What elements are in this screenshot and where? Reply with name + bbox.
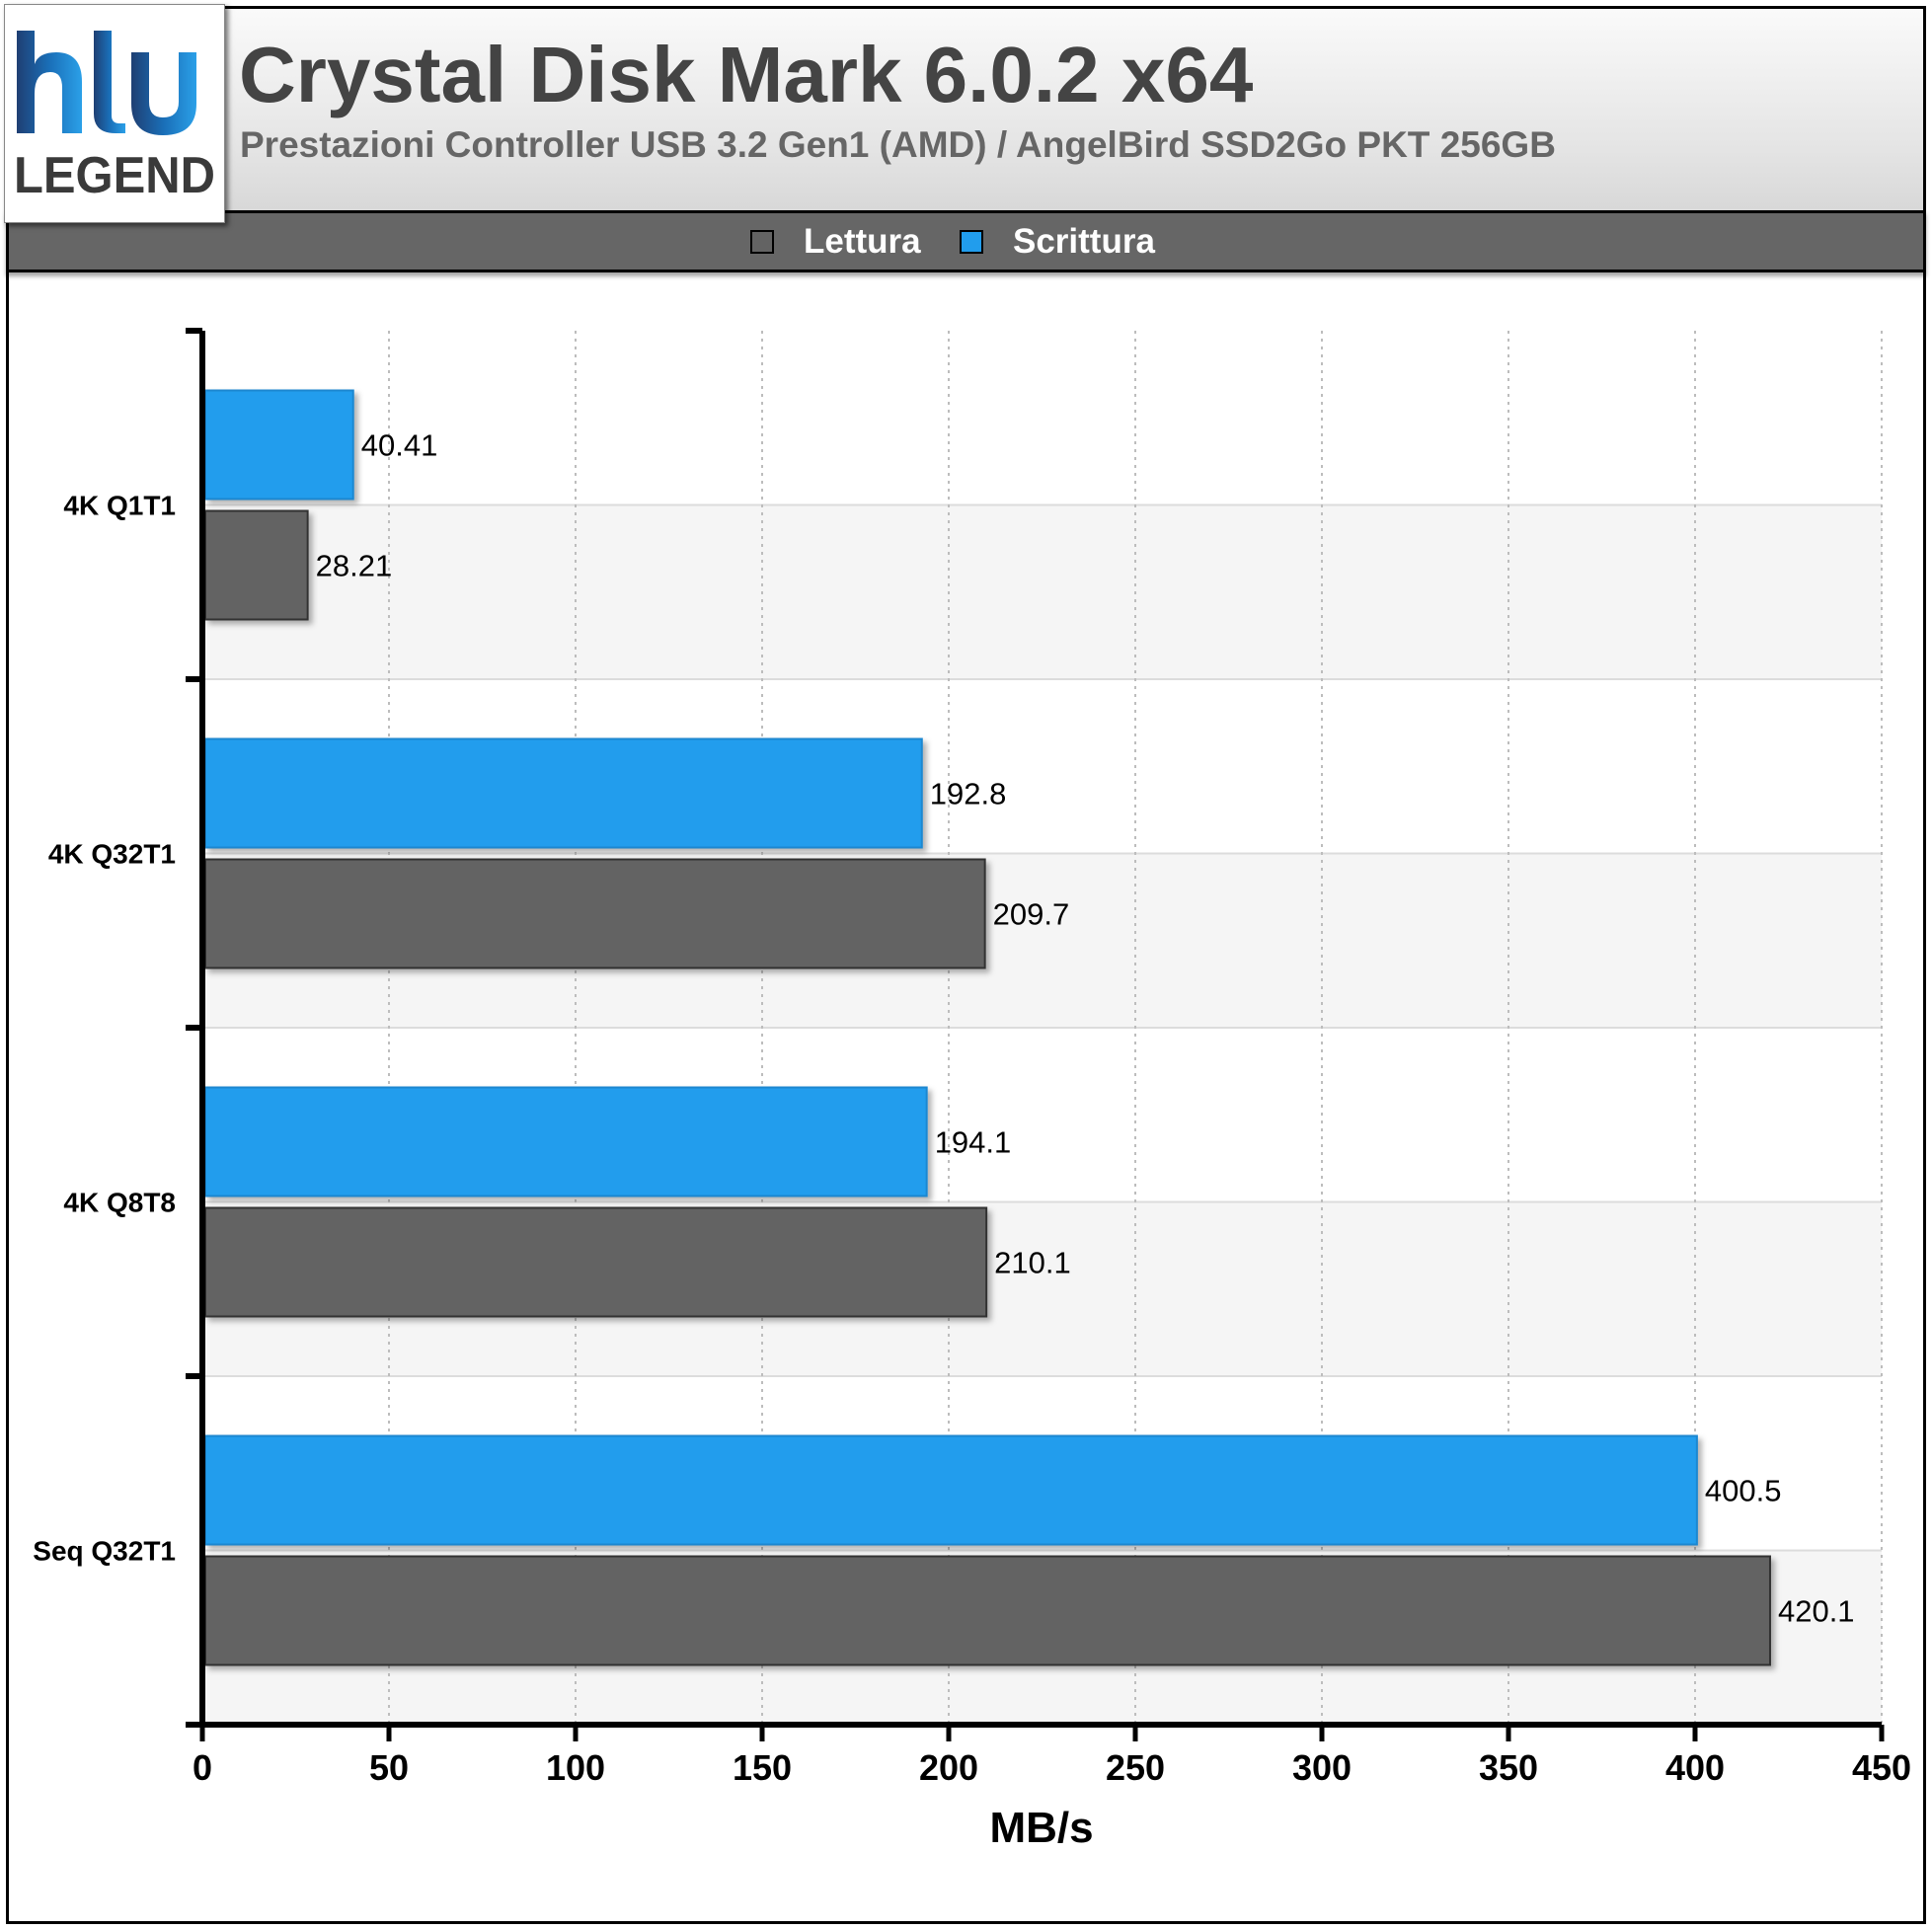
data-label-lettura: 28.21 — [316, 549, 393, 583]
bar-scrittura — [204, 389, 354, 501]
x-tick-label: 450 — [1852, 1747, 1911, 1788]
bar-scrittura — [204, 1434, 1698, 1546]
bar-lettura — [204, 509, 309, 621]
brand-logo: LEGEND — [4, 4, 225, 223]
x-tick-label: 0 — [193, 1747, 212, 1788]
x-tick-label: 100 — [546, 1747, 605, 1788]
x-tick-label: 300 — [1292, 1747, 1352, 1788]
bar-lettura — [204, 1206, 988, 1318]
legend-label-scrittura: Scrittura — [1013, 222, 1155, 261]
chart-subtitle: Prestazioni Controller USB 3.2 Gen1 (AMD… — [240, 124, 1556, 165]
x-tick-label: 200 — [919, 1747, 978, 1788]
category-label: 4K Q1T1 — [63, 491, 176, 521]
category-label: 4K Q8T8 — [63, 1188, 176, 1218]
legend-item-lettura: Lettura — [750, 221, 921, 263]
chart-header — [6, 6, 1926, 210]
x-tick-label: 350 — [1479, 1747, 1538, 1788]
data-label-lettura: 210.1 — [994, 1246, 1071, 1280]
chart-title: Crystal Disk Mark 6.0.2 x64 — [239, 31, 1254, 118]
data-label-lettura: 209.7 — [993, 897, 1070, 932]
data-label-lettura: 420.1 — [1778, 1594, 1855, 1629]
brand-logo-icon: LEGEND — [14, 31, 215, 204]
x-tick-label: 150 — [733, 1747, 792, 1788]
legend-item-scrittura: Scrittura — [960, 221, 1155, 263]
background-stripe — [202, 504, 1882, 679]
logo-text: LEGEND — [14, 147, 215, 204]
category-label: 4K Q32T1 — [48, 839, 176, 870]
legend-swatch-lettura — [750, 230, 774, 254]
bar-scrittura — [204, 737, 923, 849]
data-label-scrittura: 40.41 — [361, 428, 438, 463]
data-label-scrittura: 192.8 — [930, 777, 1007, 811]
category-label: Seq Q32T1 — [33, 1536, 176, 1567]
bar-lettura — [204, 1555, 1771, 1666]
legend-label-lettura: Lettura — [804, 222, 921, 261]
data-label-scrittura: 400.5 — [1705, 1474, 1782, 1508]
x-axis-title: MB/s — [989, 1804, 1093, 1852]
x-tick-label: 250 — [1106, 1747, 1165, 1788]
bar-lettura — [204, 858, 986, 969]
x-tick-label: 50 — [369, 1747, 409, 1788]
x-tick-label: 400 — [1665, 1747, 1725, 1788]
bar-scrittura — [204, 1086, 928, 1197]
data-label-scrittura: 194.1 — [935, 1125, 1012, 1160]
background-stripe — [202, 331, 1882, 505]
legend-swatch-scrittura — [960, 230, 983, 254]
